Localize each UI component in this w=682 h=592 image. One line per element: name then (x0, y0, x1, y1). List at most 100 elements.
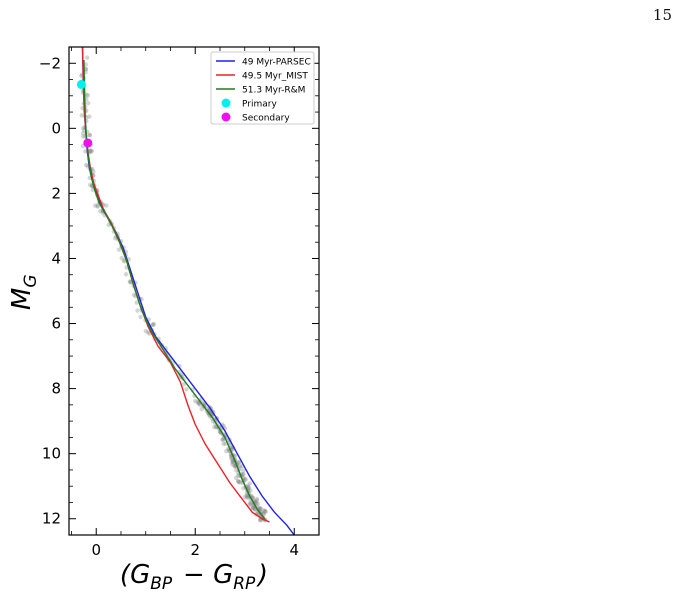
member-star-point (95, 203, 100, 208)
member-star-point (241, 468, 246, 473)
member-star-point (88, 148, 93, 153)
member-star-point (236, 460, 241, 465)
member-star-point (253, 499, 258, 504)
member-star-point (255, 501, 261, 507)
member-star-point (261, 508, 267, 513)
member-star-point (80, 134, 86, 139)
member-star-point (145, 330, 151, 335)
member-star-point (229, 455, 234, 460)
member-star-point (235, 478, 241, 484)
member-star-point (79, 73, 84, 79)
member-star-point (263, 509, 268, 514)
member-star-point (242, 495, 248, 500)
y-axis-label: MG (7, 272, 41, 310)
member-star-point (127, 279, 133, 284)
member-star-point (257, 506, 263, 511)
member-star-point (113, 236, 118, 241)
legend-swatch (221, 98, 231, 108)
series-line-3 (83, 59, 266, 520)
member-star-point (241, 485, 246, 491)
member-star-point (245, 483, 251, 488)
y-tick-label: 0 (51, 119, 61, 137)
member-star-point (80, 126, 86, 131)
member-star-point (199, 407, 204, 412)
member-star-point (247, 502, 252, 508)
member-star-point (248, 500, 253, 506)
legend-swatch (221, 112, 231, 122)
member-star-point (150, 322, 156, 328)
member-star-point (258, 506, 263, 512)
member-star-point (248, 488, 253, 493)
member-star-point (79, 113, 84, 118)
member-star-point (212, 424, 217, 430)
legend-entry-label: 51.3 Myr-R&M (242, 86, 305, 96)
member-star-point (95, 204, 100, 209)
x-axis-label: (GBP − GRP ) (120, 560, 268, 592)
member-star-point (138, 314, 143, 320)
secondary-star-point (83, 138, 93, 148)
legend-entry-label: 49.5 Myr_MIST (242, 72, 308, 82)
member-star-point (131, 292, 137, 298)
member-star-point (87, 182, 93, 187)
member-star-point (230, 462, 235, 467)
member-star-point (93, 203, 98, 208)
member-star-point (252, 506, 257, 512)
member-star-point (98, 208, 103, 214)
member-star-point (85, 100, 91, 106)
legend-entry-label: Secondary (242, 114, 290, 124)
member-star-point (230, 459, 236, 464)
member-star-point (87, 133, 93, 138)
member-star-point (244, 493, 249, 498)
member-star-point (229, 456, 234, 461)
y-tick-label: 10 (42, 445, 61, 463)
page-number: 15 (652, 6, 672, 24)
member-star-point (243, 477, 248, 482)
member-star-point (184, 387, 189, 392)
member-star-point (143, 328, 149, 334)
member-star-point (135, 308, 140, 313)
member-star-point (262, 508, 268, 514)
member-star-point (254, 498, 260, 503)
x-tick-label: 2 (190, 541, 200, 559)
member-star-point (242, 476, 248, 481)
axis-ticks: 0 2 4 −2 0 2 4 6 8 10 12 (39, 46, 320, 559)
member-star-point (236, 479, 241, 485)
member-star-point (134, 300, 139, 305)
member-star-point (83, 149, 88, 154)
member-star-point (89, 148, 94, 153)
member-star-point (240, 472, 246, 477)
member-star-point (83, 67, 89, 72)
primary-star-point (76, 79, 86, 89)
member-star-point (248, 501, 253, 507)
member-star-point (119, 256, 124, 261)
member-star-point (181, 382, 187, 387)
member-star-point (236, 479, 241, 485)
member-star-point (85, 93, 91, 98)
member-star-point (257, 506, 263, 511)
member-star-point (236, 460, 242, 465)
member-star-point (238, 480, 243, 485)
member-star-point (193, 398, 198, 404)
y-tick-label: −2 (39, 54, 61, 72)
member-star-point (150, 322, 155, 327)
legend-entry-label: 49 Myr-PARSEC (242, 58, 311, 68)
member-star-point (106, 222, 111, 228)
legend-box (210, 51, 315, 125)
member-star-point (151, 321, 157, 327)
y-tick-label: 2 (51, 184, 61, 202)
member-star-point (83, 162, 89, 168)
member-star-point (220, 437, 226, 442)
member-star-point (246, 485, 252, 491)
y-tick-label: 6 (51, 315, 61, 333)
member-star-point (80, 130, 86, 136)
member-star-point (230, 459, 235, 464)
legend: 49 Myr-PARSEC 49.5 Myr_MIST 51.3 Myr-R&M Pr… (210, 51, 315, 125)
member-star-point (250, 505, 256, 511)
member-star-point (251, 504, 256, 509)
member-star-point (91, 169, 96, 174)
member-star-point (196, 401, 201, 407)
legend-entry-label: Primary (242, 100, 277, 110)
member-star-point (234, 467, 239, 473)
member-star-point (89, 149, 94, 154)
member-star-point (220, 437, 225, 442)
